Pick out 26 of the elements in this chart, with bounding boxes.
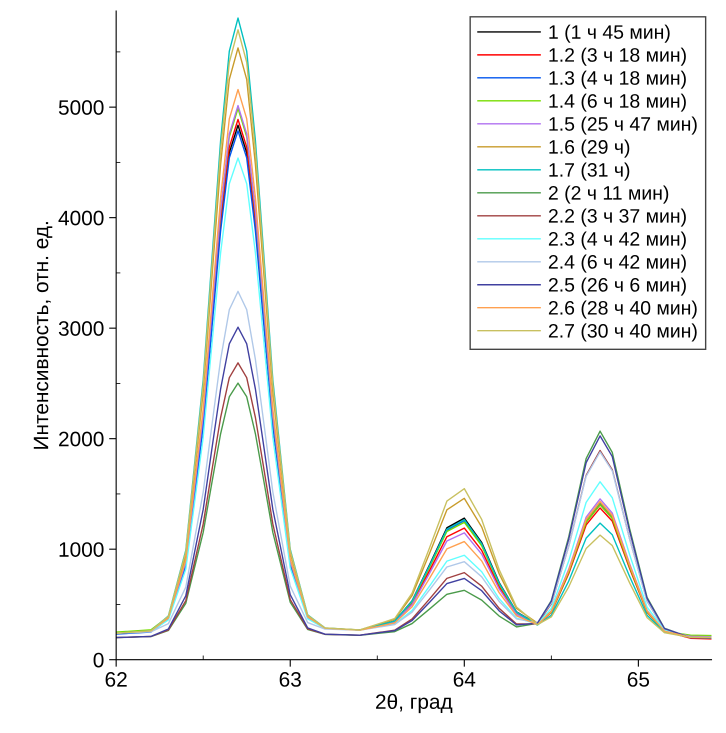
legend-label: 2.2 (3 ч 37 мин)	[548, 208, 686, 227]
legend-label: 1.2 (3 ч 18 мин)	[549, 48, 686, 66]
legend-label: 1 (1 ч 45 мин)	[549, 24, 670, 43]
y-tick-label: 0	[94, 652, 104, 668]
x-axis-title: 2θ, град	[376, 694, 452, 714]
legend-label: 1.7 (31 ч)	[549, 162, 630, 181]
y-tick-label: 2000	[59, 432, 104, 446]
x-tick-label: 63	[280, 672, 301, 687]
y-tick-label: 1000	[60, 542, 104, 557]
legend-label: 2 (2 ч 11 мин)	[548, 186, 668, 204]
y-tick-label: 4000	[58, 210, 104, 226]
legend-label: 2.7 (30 ч 40 мин)	[548, 323, 697, 342]
legend-label: 2.5 (26 ч 6 мин)	[548, 277, 686, 296]
legend-label: 1.3 (4 ч 18 мин)	[549, 70, 686, 89]
y-tick-label: 3000	[58, 321, 104, 336]
legend-label: 1.5 (25 ч 47 мин)	[549, 116, 697, 135]
x-tick-label: 62	[106, 672, 127, 687]
legend-label: 2.6 (28 ч 40 мин)	[548, 300, 697, 319]
y-tick-label: 5000	[58, 100, 104, 115]
x-tick-label: 64	[454, 672, 476, 687]
x-tick-label: 65	[628, 672, 650, 687]
legend-label: 2.4 (6 ч 42 мин)	[548, 254, 686, 273]
legend-label: 1.4 (6 ч 18 мин)	[549, 94, 686, 112]
legend-label: 1.6 (29 ч)	[549, 140, 630, 158]
legend-label: 2.3 (4 ч 42 мин)	[548, 231, 686, 250]
y-axis-title: Интенсивность, отн. ед.	[34, 222, 52, 449]
